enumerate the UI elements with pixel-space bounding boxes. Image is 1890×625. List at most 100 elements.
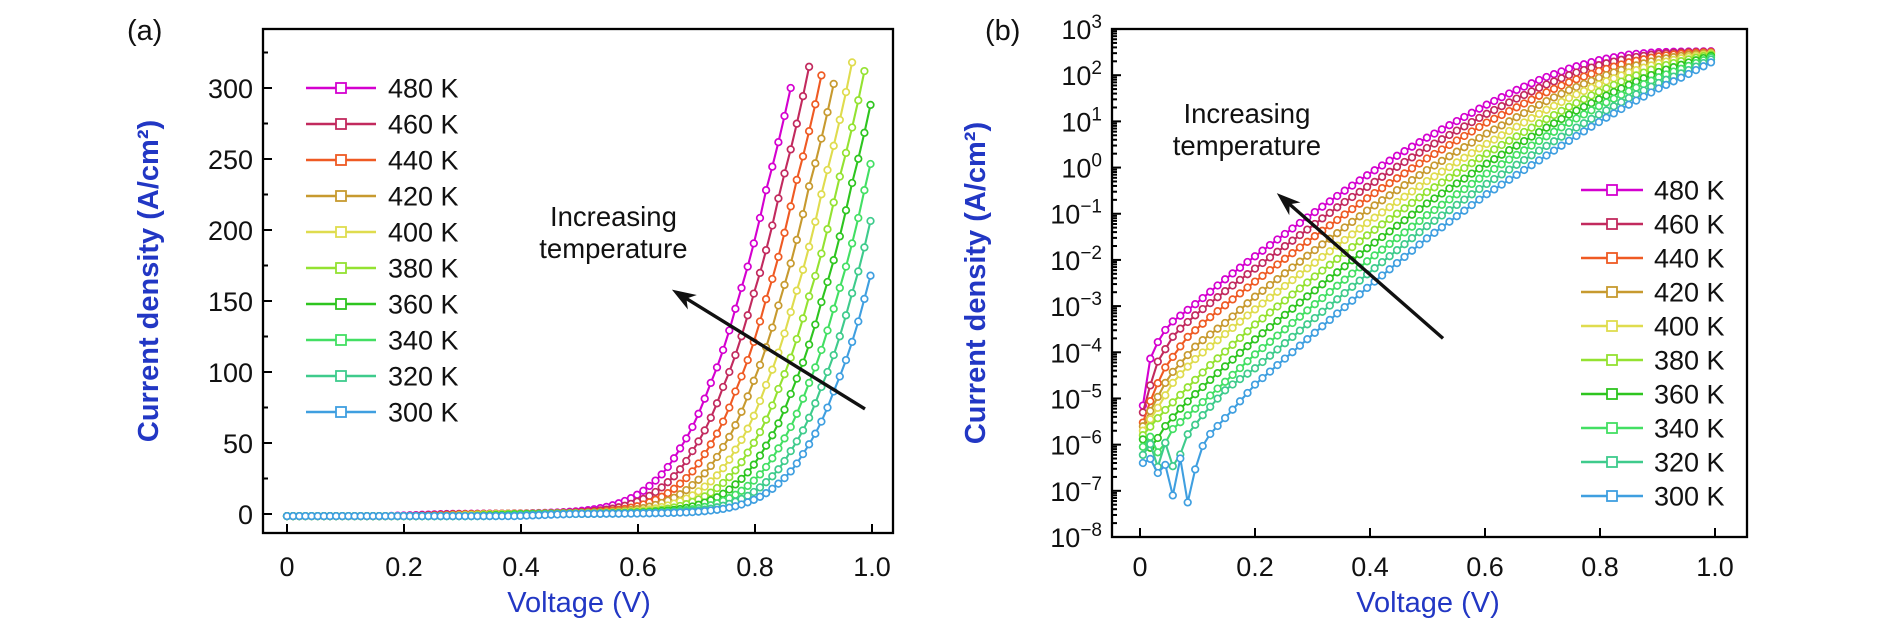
data-marker	[1385, 167, 1394, 176]
data-marker	[688, 480, 697, 490]
y-tick-label: 200	[208, 216, 253, 246]
data-marker	[1235, 275, 1245, 285]
data-marker	[1587, 98, 1596, 108]
data-marker	[804, 440, 814, 449]
data-marker	[1430, 149, 1439, 159]
data-marker	[1460, 184, 1469, 194]
data-marker	[1452, 158, 1461, 167]
x-tick-label: 0.4	[1351, 552, 1389, 582]
legend-marker	[335, 298, 347, 310]
data-marker	[1505, 106, 1514, 116]
data-marker	[1482, 118, 1491, 127]
data-marker	[1587, 91, 1596, 100]
data-marker	[1445, 140, 1454, 150]
data-marker	[1676, 73, 1686, 82]
data-marker	[811, 217, 820, 226]
data-marker	[1542, 105, 1551, 114]
data-marker	[1377, 184, 1387, 193]
legend: 480 K 460 K 440 K 420 K 400 K 380 K 360 K 340 K…	[306, 74, 459, 428]
data-marker	[700, 449, 709, 459]
data-marker	[645, 481, 654, 491]
data-marker	[1355, 187, 1364, 197]
data-marker	[1235, 333, 1245, 343]
data-marker	[725, 367, 734, 377]
data-marker	[1183, 383, 1192, 392]
data-marker	[1661, 80, 1671, 90]
data-marker	[1400, 228, 1409, 237]
data-marker	[1206, 402, 1215, 411]
data-marker	[1183, 411, 1192, 420]
data-marker	[1445, 217, 1454, 226]
legend-marker	[1606, 422, 1618, 434]
data-marker	[1340, 197, 1349, 207]
legend-label: 420 K	[1654, 278, 1725, 308]
legend-item: 300 K	[306, 398, 459, 428]
data-marker	[1333, 191, 1342, 201]
data-marker	[761, 462, 771, 472]
data-marker	[786, 202, 795, 211]
data-marker	[1153, 337, 1162, 347]
data-marker	[835, 172, 844, 181]
data-marker	[743, 468, 752, 477]
data-marker	[1519, 90, 1529, 100]
legend-item: 480 K	[306, 74, 459, 104]
axis-ticks	[263, 51, 873, 533]
data-marker	[1220, 287, 1230, 296]
data-marker	[1684, 69, 1693, 79]
data-marker	[1146, 432, 1155, 441]
data-marker	[1407, 246, 1417, 255]
data-marker	[675, 479, 685, 488]
data-marker	[755, 483, 765, 492]
y-tick-label: 10−2	[1050, 243, 1102, 276]
data-marker	[1340, 235, 1349, 245]
data-marker	[829, 304, 838, 313]
data-marker	[1467, 190, 1476, 199]
data-marker	[1639, 92, 1648, 101]
data-marker	[811, 159, 820, 168]
data-marker	[841, 355, 851, 365]
data-marker	[1288, 236, 1297, 245]
data-marker	[1572, 106, 1581, 115]
data-marker	[1161, 363, 1170, 372]
data-marker	[847, 123, 857, 132]
x-tick-label: 0.6	[619, 552, 657, 582]
legend-marker	[335, 406, 347, 418]
data-marker	[1437, 167, 1447, 176]
data-marker	[1437, 156, 1447, 166]
data-marker	[854, 154, 863, 163]
data-marker	[774, 252, 783, 262]
data-marker	[1617, 90, 1626, 100]
series-line	[287, 87, 792, 518]
data-marker	[1519, 165, 1529, 175]
data-marker	[1153, 414, 1162, 423]
data-marker	[1437, 135, 1447, 144]
data-marker	[1228, 323, 1237, 333]
data-marker	[1362, 231, 1372, 240]
data-marker	[1385, 191, 1394, 200]
data-marker	[1549, 101, 1559, 111]
data-marker	[1243, 342, 1252, 351]
data-marker	[731, 480, 740, 489]
data-marker	[1519, 146, 1529, 155]
data-marker	[1527, 104, 1536, 114]
data-marker	[817, 71, 826, 80]
data-marker	[829, 350, 838, 360]
data-marker	[1273, 235, 1282, 244]
data-marker	[1333, 309, 1342, 318]
data-marker	[1602, 91, 1611, 100]
data-marker	[1497, 170, 1506, 179]
data-marker	[1228, 355, 1237, 364]
data-marker	[1325, 208, 1334, 218]
data-marker	[1587, 83, 1596, 92]
legend-label: 300 K	[1654, 482, 1725, 512]
data-marker	[749, 411, 758, 420]
data-marker	[761, 441, 771, 450]
data-marker	[1534, 91, 1544, 100]
data-marker	[1161, 345, 1170, 354]
data-marker	[1594, 95, 1604, 104]
data-marker	[1176, 342, 1185, 351]
data-marker	[1250, 264, 1260, 273]
data-marker	[1377, 196, 1387, 205]
data-marker	[780, 473, 789, 483]
data-marker	[768, 401, 777, 410]
